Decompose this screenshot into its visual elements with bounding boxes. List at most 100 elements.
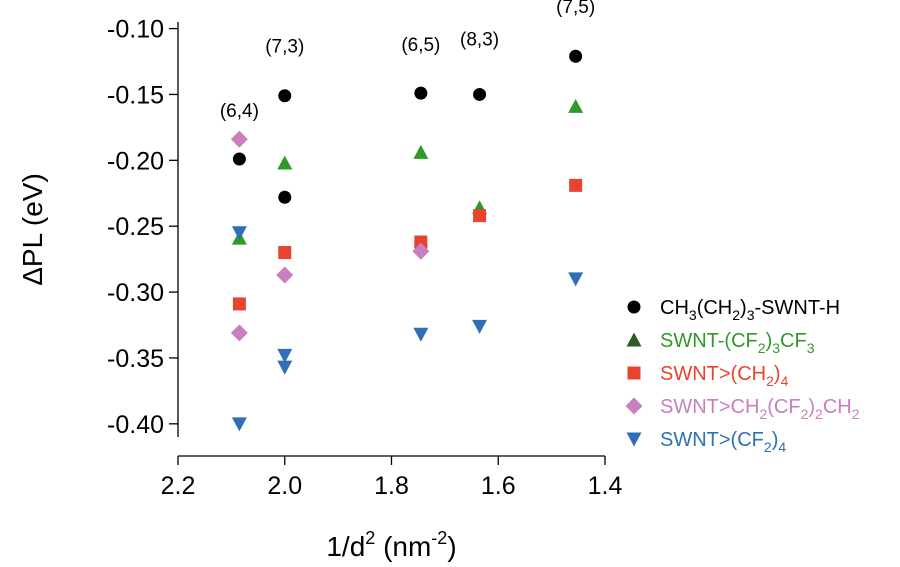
data-point-square: [232, 297, 246, 311]
data-points: [230, 49, 584, 432]
y-tick-label: -0.40: [107, 411, 164, 439]
data-point-triangle-down: [277, 360, 293, 375]
y-tick-label: -0.35: [107, 345, 164, 373]
legend-label-part: CF: [780, 330, 807, 352]
x-axis-title: 1/d2 (nm-2): [326, 528, 456, 562]
y-tick-label: -0.10: [107, 16, 164, 44]
x-axis-title-part: 2: [365, 528, 375, 548]
data-point-circle: [414, 86, 428, 100]
data-point-triangle-down: [472, 319, 488, 334]
x-tick-label: 1.6: [481, 472, 516, 500]
legend-marker-diamond: [625, 397, 643, 415]
legend-label-part: CH: [660, 297, 689, 319]
series-4: [230, 130, 430, 342]
legend-label-part: 2: [764, 439, 772, 455]
legend-marker-triangle-down: [626, 432, 642, 447]
data-point-triangle-down: [277, 348, 293, 363]
legend-label-part: 3: [772, 340, 780, 356]
legend-label-part: 2: [852, 406, 860, 422]
chirality-label: (7,5): [556, 0, 595, 18]
legend-label-part: ): [766, 330, 773, 352]
x-tick-label: 2.2: [161, 472, 196, 500]
data-point-circle: [278, 89, 292, 103]
series-5: [231, 226, 584, 432]
legend-label-part: ): [772, 429, 779, 451]
legend-entry: SWNT-(CF2)3CF3: [626, 330, 815, 356]
legend-label-part: 3: [689, 307, 697, 323]
y-tick-label: -0.30: [107, 279, 164, 307]
legend-label-part: SWNT>(CF: [660, 429, 764, 451]
legend-entry: SWNT>(CF2)4: [626, 429, 786, 455]
chirality-label: (7,3): [265, 36, 304, 57]
data-point-circle: [232, 152, 246, 166]
legend-marker-circle: [627, 300, 641, 314]
legend-label-part: 2: [815, 406, 823, 422]
legend-marker-square: [627, 366, 641, 380]
data-point-triangle-up: [568, 98, 584, 113]
legend-entry: SWNT>(CH2)4: [627, 363, 789, 389]
y-tick-label: -0.20: [107, 147, 164, 175]
axes: -0.10 -0.15 -0.20 -0.25 -0.30 -0.35 -0.40 2.2 2.…: [107, 16, 622, 500]
legend-label-part: 2: [759, 406, 767, 422]
legend-label: SWNT>(CH2)4: [660, 363, 789, 389]
series-1: [232, 49, 583, 253]
legend-label: SWNT-(CF2)3CF3: [660, 330, 815, 356]
chirality-label: (6,5): [401, 35, 440, 56]
legend-label-part: 2: [766, 373, 774, 389]
data-point-circle: [473, 87, 487, 101]
series-3: [232, 178, 583, 311]
chirality-label: (8,3): [460, 30, 499, 51]
data-point-triangle-up: [413, 144, 429, 159]
legend-label: CH3(CH2)3-SWNT-H: [660, 297, 840, 323]
x-tick-label: 2.0: [267, 472, 302, 500]
data-point-circle: [569, 49, 583, 63]
legend-label-part: ): [808, 396, 815, 418]
x-axis-title-part: -2: [431, 528, 447, 548]
data-point-diamond: [276, 266, 294, 284]
legend-label-part: 2: [732, 307, 740, 323]
data-point-square: [278, 246, 292, 260]
chirality-label: (6,4): [220, 101, 259, 122]
x-axis-title-part: ): [447, 531, 456, 562]
legend-label: SWNT>(CF2)4: [660, 429, 786, 455]
legend-entry: SWNT>CH2(CF2)2CH2: [625, 396, 860, 422]
legend-label-part: SWNT>(CH: [660, 363, 766, 385]
data-point-diamond: [230, 130, 248, 148]
legend-label-part: 3: [807, 340, 815, 356]
legend-label-part: ): [740, 297, 747, 319]
legend-label-part: 2: [758, 340, 766, 356]
data-point-circle: [278, 190, 292, 204]
legend-label-part: (CH: [697, 297, 733, 319]
legend-label-part: 3: [747, 307, 755, 323]
legend-entry: CH3(CH2)3-SWNT-H: [627, 297, 840, 323]
data-point-square: [569, 178, 583, 192]
data-point-diamond: [230, 324, 248, 342]
y-tick-label: -0.25: [107, 213, 164, 241]
legend-label-part: CH: [823, 396, 852, 418]
legend-label-part: (CF: [767, 396, 800, 418]
legend-label-part: SWNT-(CF: [660, 330, 758, 352]
data-point-triangle-down: [231, 226, 247, 241]
data-point-square: [414, 235, 428, 249]
data-point-square: [473, 209, 487, 223]
y-tick-label: -0.15: [107, 81, 164, 109]
legend-label-part: -SWNT-H: [755, 297, 841, 319]
y-axis-title: ΔPL (eV): [17, 173, 48, 286]
legend-marker-triangle-up: [626, 332, 642, 347]
legend-label-part: 4: [778, 439, 786, 455]
legend-label: SWNT>CH2(CF2)2CH2: [660, 396, 860, 422]
data-point-triangle-down: [413, 327, 429, 342]
x-axis-title-part: 1/d: [326, 531, 365, 562]
x-tick-label: 1.8: [374, 472, 409, 500]
legend-label-part: 2: [801, 406, 809, 422]
point-annotations: (6,4) (7,3) (6,5) (8,3) (7,5): [220, 0, 595, 122]
data-point-diamond: [412, 242, 430, 260]
data-point-triangle-up: [277, 155, 293, 170]
x-tick-label: 1.4: [588, 472, 623, 500]
legend-label-part: SWNT>CH: [660, 396, 759, 418]
legend-label-part: 4: [781, 373, 789, 389]
x-axis-title-part: (nm: [375, 531, 431, 562]
data-point-triangle-down: [568, 272, 584, 287]
data-point-triangle-down: [231, 417, 247, 432]
